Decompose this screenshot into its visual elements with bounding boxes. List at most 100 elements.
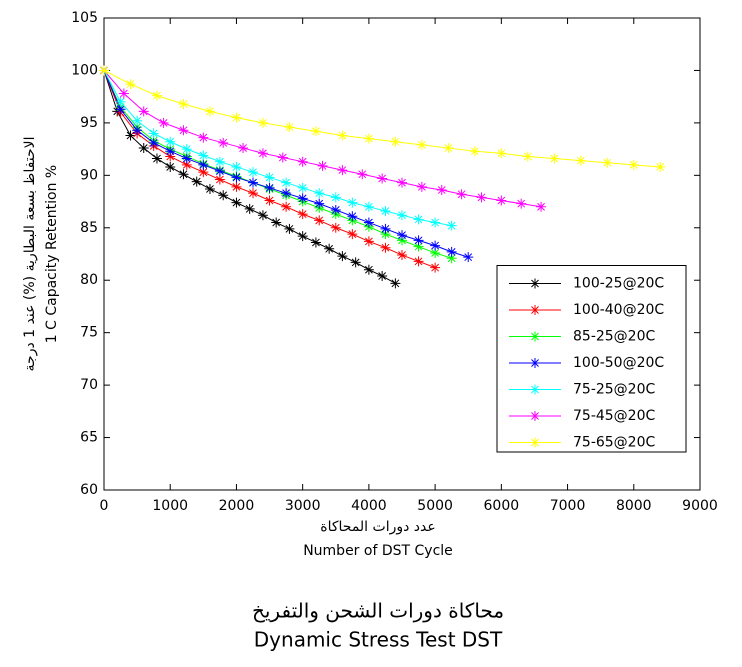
marker xyxy=(191,176,202,187)
marker xyxy=(198,150,209,161)
marker xyxy=(397,235,407,246)
x-tick-label: 3000 xyxy=(285,498,321,514)
marker xyxy=(297,156,308,167)
marker xyxy=(181,144,192,155)
marker xyxy=(248,177,258,188)
legend-label: 75-65@20C xyxy=(573,435,655,451)
marker xyxy=(181,153,192,164)
marker xyxy=(271,217,282,228)
x-tick-label: 6000 xyxy=(484,498,520,514)
marker xyxy=(416,181,427,192)
marker xyxy=(178,99,189,110)
marker xyxy=(248,188,258,199)
marker xyxy=(165,151,176,162)
marker xyxy=(112,106,123,117)
marker xyxy=(214,156,225,167)
marker xyxy=(330,204,341,215)
marker xyxy=(337,165,348,176)
x-tick-label: 1000 xyxy=(152,498,188,514)
x-tick-label: 0 xyxy=(100,498,109,514)
marker xyxy=(446,253,457,264)
marker xyxy=(310,237,321,248)
y-tick-label: 105 xyxy=(71,10,98,26)
marker xyxy=(549,153,560,164)
legend-marker xyxy=(530,305,540,315)
marker xyxy=(248,167,258,178)
marker xyxy=(257,148,268,159)
series-line xyxy=(103,70,452,259)
marker xyxy=(297,193,308,204)
marker xyxy=(397,177,407,188)
y-tick-label: 60 xyxy=(80,482,98,498)
y-tick-label: 80 xyxy=(80,272,98,288)
legend xyxy=(496,265,687,453)
legend-marker xyxy=(530,384,540,395)
marker xyxy=(413,241,424,252)
marker xyxy=(446,246,457,257)
marker xyxy=(218,190,229,201)
marker xyxy=(284,122,295,133)
y-tick-label: 90 xyxy=(80,167,98,183)
marker xyxy=(324,243,335,254)
marker xyxy=(297,231,308,242)
x-tick-label: 2000 xyxy=(219,498,255,514)
marker xyxy=(231,112,242,123)
marker xyxy=(281,188,292,199)
marker xyxy=(347,229,358,240)
marker xyxy=(231,172,242,183)
marker xyxy=(178,125,189,136)
marker xyxy=(148,137,159,148)
marker xyxy=(231,197,242,208)
marker xyxy=(264,182,275,193)
marker xyxy=(397,250,407,261)
marker xyxy=(536,201,547,212)
marker xyxy=(204,183,215,194)
y-tick-label: 65 xyxy=(80,430,98,446)
marker xyxy=(281,177,292,188)
marker xyxy=(446,220,457,231)
marker xyxy=(380,229,391,240)
marker xyxy=(380,242,391,253)
legend-marker xyxy=(530,358,540,368)
marker xyxy=(496,148,507,159)
chart-title: محاكاة دورات الشحن والتفريخ xyxy=(252,599,504,623)
marker xyxy=(314,215,325,226)
marker xyxy=(628,159,639,170)
marker xyxy=(522,151,533,162)
marker xyxy=(99,65,109,76)
marker xyxy=(198,159,209,170)
marker xyxy=(413,235,424,246)
marker xyxy=(115,104,126,115)
x-axis-label: عدد دورات المحاكاة xyxy=(320,519,435,535)
marker xyxy=(118,88,129,99)
marker xyxy=(380,205,391,216)
marker xyxy=(430,217,441,228)
marker xyxy=(416,139,427,150)
marker xyxy=(277,152,288,163)
marker xyxy=(198,132,209,143)
legend-marker xyxy=(530,437,540,448)
marker xyxy=(655,161,666,172)
marker xyxy=(317,160,328,171)
marker xyxy=(138,106,149,117)
y-tick-label: 100 xyxy=(71,62,98,78)
marker xyxy=(264,195,275,206)
y-tick-label: 75 xyxy=(80,325,98,341)
marker xyxy=(178,169,189,180)
marker xyxy=(238,143,249,154)
marker xyxy=(430,247,441,258)
marker xyxy=(476,192,487,203)
marker xyxy=(390,136,401,147)
legend-label: 85-25@20C xyxy=(573,329,655,345)
marker xyxy=(363,236,374,247)
marker xyxy=(363,201,374,212)
marker xyxy=(347,197,358,208)
marker xyxy=(132,115,143,126)
marker xyxy=(231,161,242,172)
marker xyxy=(347,211,358,222)
series-line xyxy=(103,69,661,168)
legend-label: 100-25@20C xyxy=(573,276,664,292)
marker xyxy=(397,230,407,241)
marker xyxy=(314,188,325,199)
